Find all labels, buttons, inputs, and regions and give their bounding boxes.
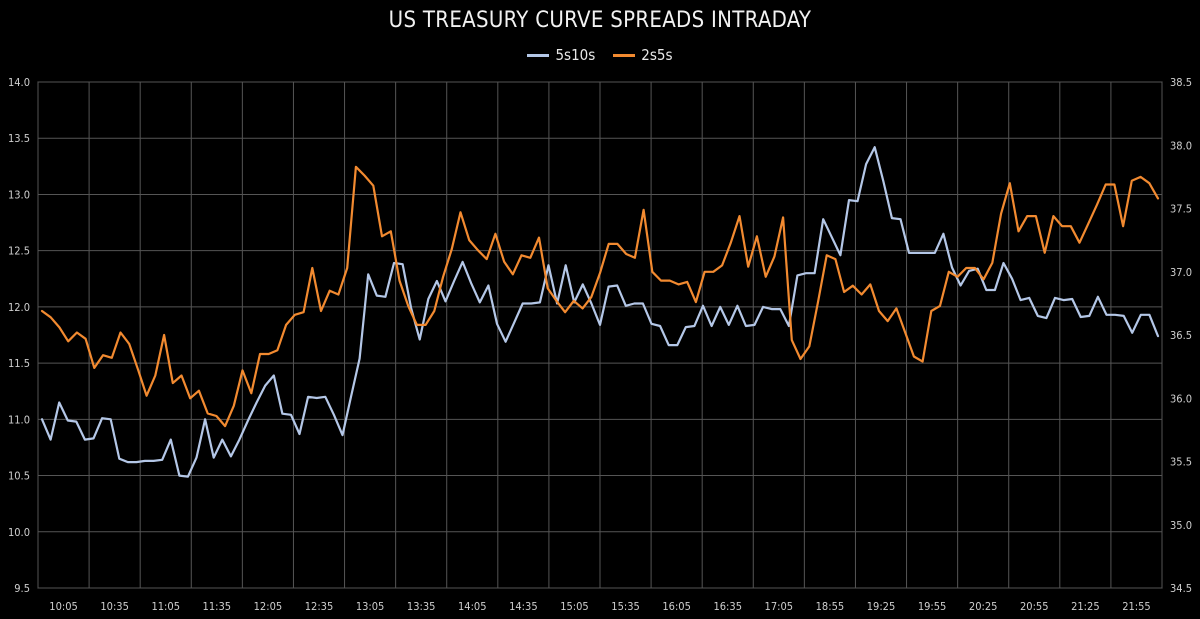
x-tick-label: 16:05 — [662, 600, 691, 613]
y-left-tick-label: 11.0 — [8, 413, 30, 426]
chart-title: US TREASURY CURVE SPREADS INTRADAY — [388, 8, 812, 33]
y-left-tick-label: 11.5 — [8, 357, 30, 370]
x-tick-label: 15:35 — [611, 600, 640, 613]
legend-label-2s5s: 2s5s — [641, 46, 673, 64]
x-tick-label: 12:35 — [305, 600, 334, 613]
x-tick-label: 10:05 — [49, 600, 78, 613]
y-right-tick-label: 36.5 — [1170, 329, 1192, 342]
y-right-tick-label: 36.0 — [1170, 392, 1192, 405]
x-tick-label: 14:05 — [458, 600, 487, 613]
x-tick-label: 10:35 — [100, 600, 129, 613]
x-tick-label: 16:35 — [713, 600, 742, 613]
y-left-tick-label: 12.5 — [8, 245, 30, 258]
y-right-tick-label: 37.0 — [1170, 266, 1192, 279]
y-right-tick-label: 38.5 — [1170, 76, 1192, 89]
x-tick-label: 11:35 — [203, 600, 232, 613]
x-tick-label: 21:55 — [1122, 600, 1151, 613]
y-left-tick-label: 9.5 — [14, 582, 30, 595]
x-tick-label: 19:55 — [918, 600, 947, 613]
x-tick-label: 20:25 — [969, 600, 998, 613]
x-tick-label: 20:55 — [1020, 600, 1049, 613]
y-left-tick-label: 12.0 — [8, 301, 30, 314]
x-tick-label: 21:25 — [1071, 600, 1100, 613]
series-line-5s10s — [40, 146, 1160, 478]
y-right-tick-label: 35.5 — [1170, 456, 1192, 469]
x-tick-label: 13:35 — [407, 600, 436, 613]
x-tick-label: 11:05 — [151, 600, 180, 613]
x-tick-label: 14:35 — [509, 600, 538, 613]
y-left-tick-label: 14.0 — [8, 76, 30, 89]
y-left-tick-label: 13.0 — [8, 188, 30, 201]
x-tick-label: 17:05 — [765, 600, 794, 613]
legend: 5s10s 2s5s — [0, 46, 1200, 64]
y-right-tick-label: 37.5 — [1170, 203, 1192, 216]
x-tick-label: 12:05 — [254, 600, 283, 613]
y-right-tick-label: 34.5 — [1170, 582, 1192, 595]
y-left-tick-label: 13.5 — [8, 132, 30, 145]
x-tick-label: 19:25 — [867, 600, 896, 613]
series-line-2s5s — [40, 165, 1160, 428]
legend-label-5s10s: 5s10s — [555, 46, 596, 64]
y-left-tick-label: 10.5 — [8, 470, 30, 483]
y-right-tick-label: 35.0 — [1170, 519, 1192, 532]
legend-swatch-5s10s — [527, 53, 550, 57]
y-right-tick-label: 38.0 — [1170, 139, 1192, 152]
x-tick-label: 13:05 — [356, 600, 385, 613]
legend-swatch-2s5s — [613, 53, 636, 57]
legend-item-5s10s: 5s10s — [527, 46, 595, 64]
legend-item-2s5s: 2s5s — [613, 46, 673, 64]
x-tick-label: 15:05 — [560, 600, 589, 613]
x-tick-label: 18:55 — [816, 600, 845, 613]
y-left-tick-label: 10.0 — [8, 526, 30, 539]
